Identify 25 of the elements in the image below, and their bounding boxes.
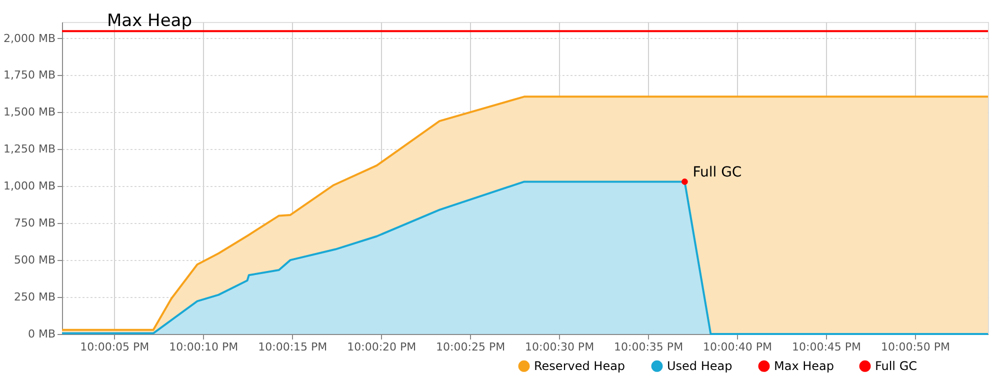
x-tick-label: 10:00:10 PM — [169, 340, 238, 354]
x-tick-label: 10:00:20 PM — [347, 340, 416, 354]
legend-label: Full GC — [875, 359, 918, 374]
x-tick-label: 10:00:30 PM — [525, 340, 594, 354]
y-tick-label: 0 MB — [28, 328, 56, 340]
x-tick-label: 10:00:45 PM — [792, 340, 862, 354]
legend-label: Reserved Heap — [534, 359, 626, 374]
x-tick-label: 10:00:40 PM — [703, 340, 772, 354]
y-tick-label: 750 MB — [14, 216, 56, 230]
x-tick-label: 10:00:35 PM — [614, 340, 684, 354]
annotation: Full GC — [692, 164, 742, 181]
y-tick-label: 2,000 MB — [3, 32, 56, 45]
y-tick-label: 1,250 MB — [3, 142, 56, 156]
x-tick-label: 10:00:50 PM — [881, 340, 950, 354]
y-tick-label: 500 MB — [14, 254, 56, 267]
x-tick-label: 10:00:05 PM — [80, 340, 150, 354]
y-tick-label: 1,500 MB — [3, 106, 56, 119]
text: Max Heap — [774, 359, 834, 374]
x-tick-label: 10:00:25 PM — [436, 340, 506, 354]
legend-label: Used Heap — [667, 359, 732, 374]
x-tick-label: 10:00:15 PM — [258, 340, 328, 354]
y-tick-label: 250 MB — [14, 290, 56, 304]
y-tick-label: 1,750 MB — [3, 68, 56, 82]
ref-line-label: Max Heap — [107, 11, 192, 32]
y-tick-label: 1,000 MB — [3, 180, 56, 193]
